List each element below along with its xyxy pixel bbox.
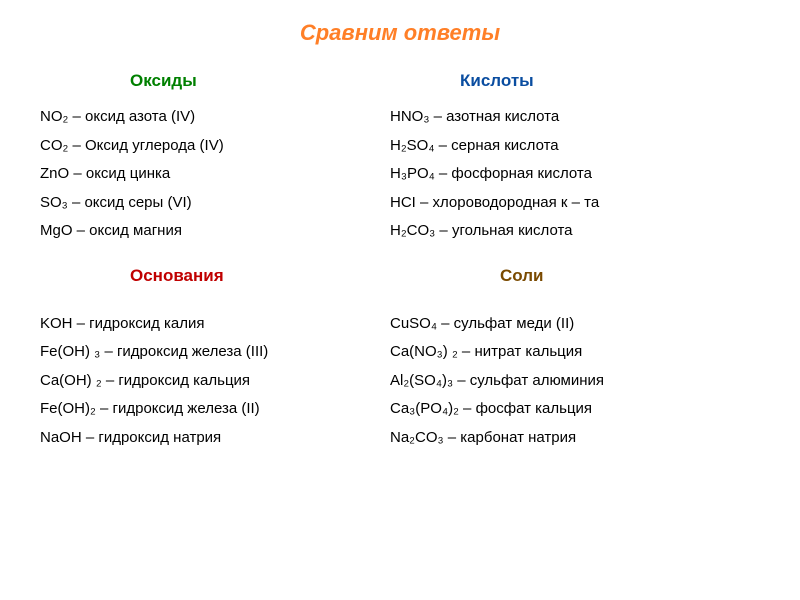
oxide-item: NO₂ – оксид азота (IV) [40, 103, 390, 132]
salt-item: Na₂CO₃ – карбонат натрия [390, 424, 760, 453]
base-item: Ca(OH) ₂ – гидроксид кальция [40, 367, 390, 396]
acid-item: H₂CO₃ – угольная кислота [390, 217, 760, 246]
acids-column: HNO₃ – азотная кислота H₂SO₄ – серная ки… [390, 103, 760, 246]
oxide-item: CO₂ – Оксид углерода (IV) [40, 132, 390, 161]
base-item: Fe(OH)₂ – гидроксид железа (II) [40, 395, 390, 424]
slide-title: Сравним ответы [40, 20, 760, 46]
acids-header: Кислоты [460, 71, 534, 91]
oxides-column: NO₂ – оксид азота (IV) CO₂ – Оксид углер… [40, 103, 390, 246]
salt-item: Ca(NO₃) ₂ – нитрат кальция [390, 338, 760, 367]
acid-item: H₃PO₄ – фосфорная кислота [390, 160, 760, 189]
base-item: Fe(OH) ₃ – гидроксид железа (III) [40, 338, 390, 367]
salt-item: Ca₃(PO₄)₂ – фосфат кальция [390, 395, 760, 424]
salt-item: CuSO₄ – сульфат меди (II) [390, 310, 760, 339]
bases-column: KOH – гидроксид калия Fe(OH) ₃ – гидрокс… [40, 310, 390, 453]
top-headers-row: Оксиды Кислоты [40, 71, 760, 91]
oxide-item: SO₃ – оксид серы (VI) [40, 189, 390, 218]
oxides-header: Оксиды [130, 71, 420, 91]
base-item: KOH – гидроксид калия [40, 310, 390, 339]
bottom-headers-row: Основания Соли [40, 266, 760, 286]
acid-item: HCI – хлороводородная к – та [390, 189, 760, 218]
acid-item: HNO₃ – азотная кислота [390, 103, 760, 132]
base-item: NaOH – гидроксид натрия [40, 424, 390, 453]
oxide-item: ZnO – оксид цинка [40, 160, 390, 189]
top-oxides-acids-block: NO₂ – оксид азота (IV) CO₂ – Оксид углер… [40, 103, 760, 246]
acid-item: H₂SO₄ – серная кислота [390, 132, 760, 161]
bases-header: Основания [130, 266, 420, 286]
salts-header: Соли [500, 266, 544, 286]
bottom-bases-salts-block: KOH – гидроксид калия Fe(OH) ₃ – гидрокс… [40, 310, 760, 453]
salt-item: Al₂(SO₄)₃ – сульфат алюминия [390, 367, 760, 396]
salts-column: CuSO₄ – сульфат меди (II) Ca(NO₃) ₂ – ни… [390, 310, 760, 453]
oxide-item: MgO – оксид магния [40, 217, 390, 246]
